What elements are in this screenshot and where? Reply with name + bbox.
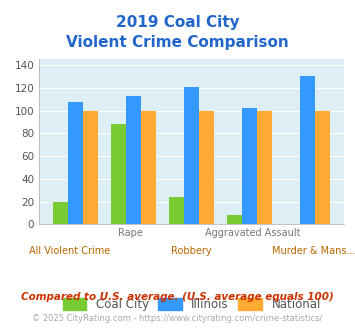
Bar — [315, 111, 331, 224]
Bar — [184, 87, 199, 224]
Bar — [53, 202, 68, 224]
Bar — [242, 108, 257, 224]
Text: 2019 Coal City: 2019 Coal City — [116, 15, 239, 30]
Text: Robbery: Robbery — [171, 246, 212, 256]
Bar — [169, 197, 184, 224]
Bar — [227, 215, 242, 224]
Bar — [68, 102, 83, 224]
Bar — [83, 111, 98, 224]
Text: Murder & Mans...: Murder & Mans... — [272, 246, 355, 256]
Text: All Violent Crime: All Violent Crime — [29, 246, 110, 256]
Bar — [111, 124, 126, 224]
Bar — [126, 96, 141, 224]
Bar — [300, 77, 315, 224]
Text: Compared to U.S. average. (U.S. average equals 100): Compared to U.S. average. (U.S. average … — [21, 292, 334, 302]
Text: Violent Crime Comparison: Violent Crime Comparison — [66, 35, 289, 50]
Text: © 2025 CityRating.com - https://www.cityrating.com/crime-statistics/: © 2025 CityRating.com - https://www.city… — [32, 314, 323, 323]
Bar — [199, 111, 214, 224]
Bar — [141, 111, 156, 224]
Legend: Coal City, Illinois, National: Coal City, Illinois, National — [58, 293, 326, 315]
Text: Rape: Rape — [118, 228, 143, 238]
Bar — [257, 111, 272, 224]
Text: Aggravated Assault: Aggravated Assault — [205, 228, 301, 238]
